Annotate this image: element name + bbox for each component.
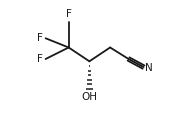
Text: OH: OH [81, 92, 97, 102]
Text: F: F [66, 9, 72, 19]
Text: N: N [145, 63, 153, 73]
Text: F: F [37, 33, 43, 43]
Text: F: F [37, 54, 43, 64]
